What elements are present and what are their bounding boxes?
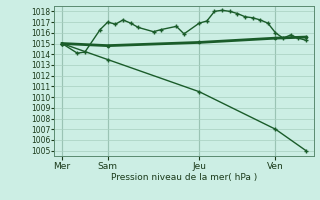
X-axis label: Pression niveau de la mer( hPa ): Pression niveau de la mer( hPa ) bbox=[111, 173, 257, 182]
